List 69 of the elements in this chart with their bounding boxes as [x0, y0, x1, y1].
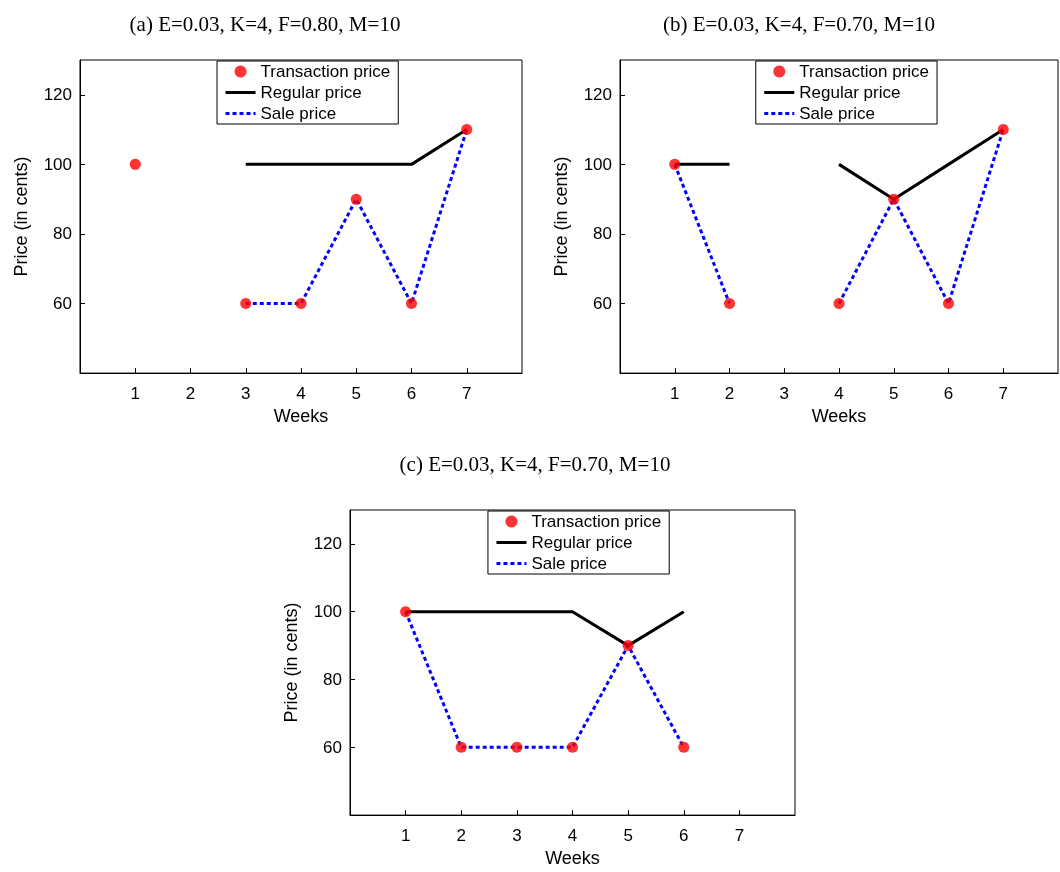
point [724, 298, 735, 310]
x-tick-label: 1 [400, 826, 411, 846]
y-tick-label: 80 [323, 670, 342, 689]
y-tick-label: 60 [323, 737, 342, 757]
x-tick-label: 3 [512, 826, 522, 846]
point [455, 741, 467, 753]
point [461, 124, 473, 136]
y-tick-label: 60 [53, 294, 72, 314]
x-tick-label: 5 [889, 384, 899, 404]
point [406, 298, 417, 310]
chart-title: (a) E=0.03, K=4, F=0.80, M=10 [129, 11, 401, 36]
x-tick-label: 6 [679, 826, 689, 846]
point [295, 298, 307, 310]
y-tick-label: 120 [313, 534, 342, 554]
x-tick-label: 2 [456, 826, 466, 846]
y-axis-title: Price (in cents) [551, 156, 571, 277]
point [669, 158, 681, 170]
legend-label: Sale price [260, 104, 337, 123]
point [943, 298, 954, 310]
point [400, 606, 412, 618]
point [511, 741, 523, 753]
legend-label: Regular price [799, 83, 901, 102]
y-axis-title: Price (in cents) [11, 156, 31, 277]
legend-label: Regular price [531, 533, 633, 552]
point [678, 741, 690, 753]
x-tick-label: 4 [834, 384, 844, 404]
x-tick-label: 7 [998, 384, 1008, 404]
x-tick-label: 4 [296, 384, 306, 404]
legend-label: Regular price [260, 83, 362, 102]
point [350, 193, 362, 205]
y-tick-label: 100 [43, 154, 72, 174]
point [997, 124, 1009, 136]
point [833, 298, 845, 310]
x-tick-label: 5 [623, 826, 633, 846]
x-tick-label: 4 [567, 826, 578, 846]
x-tick-label: 7 [734, 826, 745, 846]
legend-label: Transaction price [799, 62, 930, 81]
x-tick-label: 3 [779, 384, 789, 404]
legend-label: Sale price [531, 554, 608, 573]
x-tick-label: 1 [670, 384, 680, 404]
legend-label: Transaction price [531, 512, 662, 531]
x-tick-label: 1 [130, 384, 140, 404]
y-tick-label: 120 [583, 85, 612, 105]
y-tick-label: 60 [593, 294, 612, 314]
y-axis-title: Price (in cents) [281, 602, 301, 723]
x-tick-label: 6 [406, 384, 417, 404]
chart-title: (c) E=0.03, K=4, F=0.70, M=10 [399, 451, 671, 476]
x-tick-label: 3 [241, 384, 251, 404]
y-tick-label: 100 [583, 154, 612, 174]
chart-title: (b) E=0.03, K=4, F=0.70, M=10 [663, 11, 935, 36]
y-tick-label: 120 [43, 85, 72, 105]
x-tick-label: 7 [462, 384, 472, 404]
x-axis-title: Weeks [811, 406, 867, 426]
y-tick-label: 100 [313, 602, 342, 622]
x-tick-label: 5 [351, 384, 361, 404]
point [567, 741, 578, 753]
point [129, 158, 141, 170]
x-tick-label: 6 [943, 384, 954, 404]
y-tick-label: 80 [593, 224, 612, 244]
x-tick-label: 2 [724, 384, 735, 404]
legend-label: Sale price [799, 104, 875, 123]
x-axis-title: Weeks [273, 406, 329, 426]
x-axis-title: Weeks [545, 848, 600, 868]
legend-label: Transaction price [260, 62, 391, 81]
point [622, 640, 634, 652]
x-tick-label: 2 [185, 384, 196, 404]
point [240, 298, 252, 310]
y-tick-label: 80 [53, 224, 72, 244]
point [888, 193, 900, 205]
